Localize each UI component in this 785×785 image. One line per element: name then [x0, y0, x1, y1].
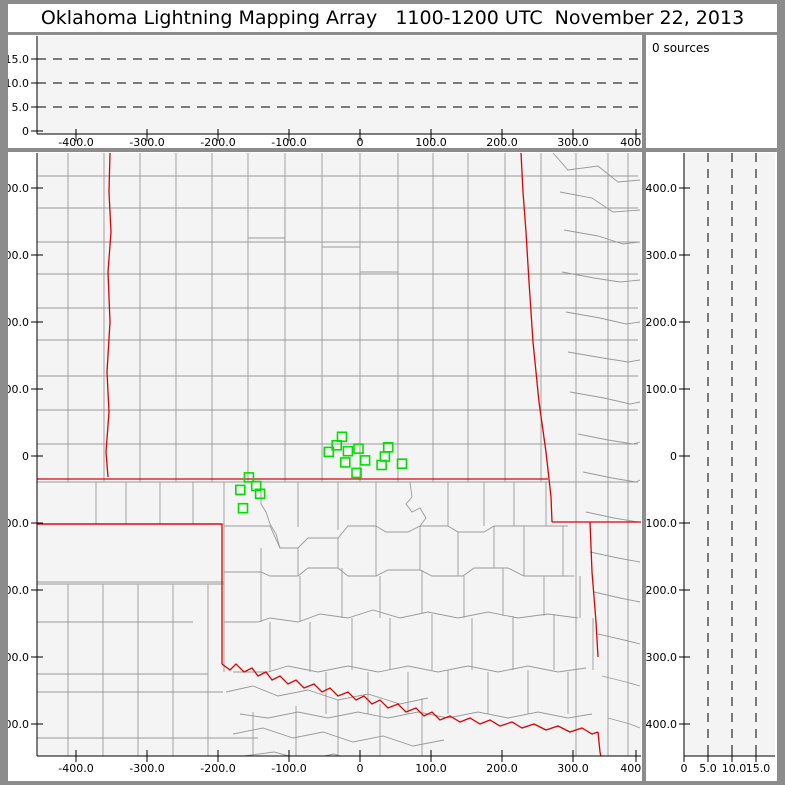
- y-tick-label: 100.0: [646, 383, 677, 396]
- x-tick-label: -400.0: [58, 136, 93, 148]
- y-tick-label: 100.0: [8, 383, 29, 396]
- y-tick-label: -200.0: [8, 584, 29, 597]
- y-tick-label: -300.0: [8, 651, 29, 664]
- height-east-x-tick-labels: 0 5.0 10.0 15.0: [681, 762, 771, 775]
- y-tick-label: 0: [22, 450, 29, 463]
- height-east-plot-background: [684, 153, 775, 756]
- y-tick-label: 400.0: [8, 182, 29, 195]
- source-marker: [235, 484, 246, 496]
- x-tick-label: 400.0: [620, 762, 642, 775]
- map-y-ticks: [31, 187, 43, 725]
- source-marker: [353, 443, 364, 454]
- time-height-plot[interactable]: 15.0 10.0 5.0 0 -400.0 -300.0 -200.0 -10…: [8, 35, 642, 148]
- time-height-x-ticks: [75, 129, 637, 141]
- sources-panel-background: [646, 35, 777, 148]
- y-tick-label: -400.0: [646, 718, 677, 731]
- y-tick-label: -400.0: [8, 718, 29, 731]
- missouri-arkansas-counties: [552, 153, 641, 756]
- y-tick-label: -300.0: [646, 651, 677, 664]
- time-height-panel[interactable]: 15.0 10.0 5.0 0 -400.0 -300.0 -200.0 -10…: [8, 35, 642, 148]
- y-tick-label: -200.0: [646, 584, 677, 597]
- y-tick-label: 400.0: [646, 182, 677, 195]
- x-tick-label: 0: [357, 136, 364, 148]
- map-geography: [37, 153, 641, 756]
- y-tick-label: 200.0: [646, 316, 677, 329]
- height-east-x-ticks: [683, 750, 757, 762]
- time-height-y-ticks: [31, 58, 43, 132]
- height-east-y-ticks: [679, 187, 690, 725]
- kansas-counties: [37, 153, 638, 483]
- page-title: Oklahoma Lightning Mapping Array 1100-12…: [40, 7, 745, 29]
- x-tick-label: -100.0: [271, 762, 306, 775]
- x-tick-label: 100.0: [415, 762, 447, 775]
- time-height-plot-background: [37, 36, 641, 134]
- x-tick-label: -300.0: [129, 762, 164, 775]
- x-tick-label: -400.0: [58, 762, 93, 775]
- height-east-panel[interactable]: 400.0 300.0 200.0 100.0 0 -100.0 -200.0 …: [646, 152, 777, 781]
- map-axes: [36, 153, 641, 757]
- source-marker: [396, 458, 408, 470]
- y-tick-label: 0: [22, 125, 29, 138]
- height-east-gridlines: [707, 153, 757, 756]
- source-marker: [351, 467, 362, 479]
- height-east-plot[interactable]: 400.0 300.0 200.0 100.0 0 -100.0 -200.0 …: [646, 152, 777, 781]
- x-tick-label: -200.0: [200, 762, 235, 775]
- sources-panel[interactable]: 0 sources: [646, 35, 777, 148]
- x-tick-label: 0: [681, 762, 688, 775]
- height-east-axes: [683, 153, 775, 757]
- source-marker: [342, 445, 354, 457]
- x-tick-label: 5.0: [699, 762, 717, 775]
- map-x-ticks: [75, 750, 637, 762]
- source-marker: [237, 502, 249, 514]
- y-tick-label: 300.0: [8, 249, 29, 262]
- x-tick-label: 15.0: [746, 762, 771, 775]
- y-tick-label: 200.0: [8, 316, 29, 329]
- time-height-x-tick-labels: -400.0 -300.0 -200.0 -100.0 0 100.0 200.…: [58, 136, 642, 148]
- oklahoma-counties: [37, 481, 594, 719]
- time-height-axes: [36, 36, 641, 135]
- source-marker: [243, 472, 255, 483]
- x-tick-label: 10.0: [722, 762, 747, 775]
- time-height-gridlines: [37, 58, 641, 108]
- source-marker: [376, 459, 387, 471]
- texas-counties: [37, 583, 445, 756]
- y-tick-label: 0: [670, 450, 677, 463]
- x-tick-label: 200.0: [486, 762, 518, 775]
- source-marker: [331, 439, 343, 451]
- x-tick-label: -100.0: [271, 136, 306, 148]
- time-height-y-tick-labels: 15.0 10.0 5.0 0: [8, 53, 29, 138]
- sources-count-label: 0 sources: [652, 41, 710, 55]
- map-plot-background: [37, 153, 641, 756]
- y-tick-label: 10.0: [8, 77, 29, 90]
- y-tick-label: 300.0: [646, 249, 677, 262]
- y-tick-label: -100.0: [8, 517, 29, 530]
- y-tick-label: 5.0: [12, 101, 30, 114]
- x-tick-label: 100.0: [415, 136, 447, 148]
- x-tick-label: -200.0: [200, 136, 235, 148]
- x-tick-label: -300.0: [129, 136, 164, 148]
- lightning-source-markers: [235, 431, 408, 514]
- map-y-tick-labels: 400.0 300.0 200.0 100.0 0 -100.0 -200.0 …: [8, 182, 29, 731]
- plan-view-map[interactable]: 400.0 300.0 200.0 100.0 0 -100.0 -200.0 …: [8, 152, 642, 781]
- y-tick-label: -100.0: [646, 517, 677, 530]
- window-title-bar: Oklahoma Lightning Mapping Array 1100-12…: [8, 4, 777, 32]
- map-x-tick-labels: -400.0 -300.0 -200.0 -100.0 0 100.0 200.…: [58, 762, 642, 775]
- y-tick-label: 15.0: [8, 53, 29, 66]
- x-tick-label: 300.0: [557, 136, 589, 148]
- source-marker: [323, 446, 335, 458]
- x-tick-label: 0: [357, 762, 364, 775]
- source-marker: [339, 457, 351, 468]
- sources-plot[interactable]: 0 sources: [646, 35, 777, 148]
- state-boundaries: [37, 153, 641, 756]
- source-marker: [254, 488, 266, 500]
- height-east-y-tick-labels: 400.0 300.0 200.0 100.0 0 -100.0 -200.0 …: [646, 182, 677, 731]
- x-tick-label: 200.0: [486, 136, 518, 148]
- source-marker: [359, 455, 371, 466]
- x-tick-label: 400.0: [620, 136, 642, 148]
- x-tick-label: 300.0: [557, 762, 589, 775]
- map-panel[interactable]: 400.0 300.0 200.0 100.0 0 -100.0 -200.0 …: [8, 152, 642, 781]
